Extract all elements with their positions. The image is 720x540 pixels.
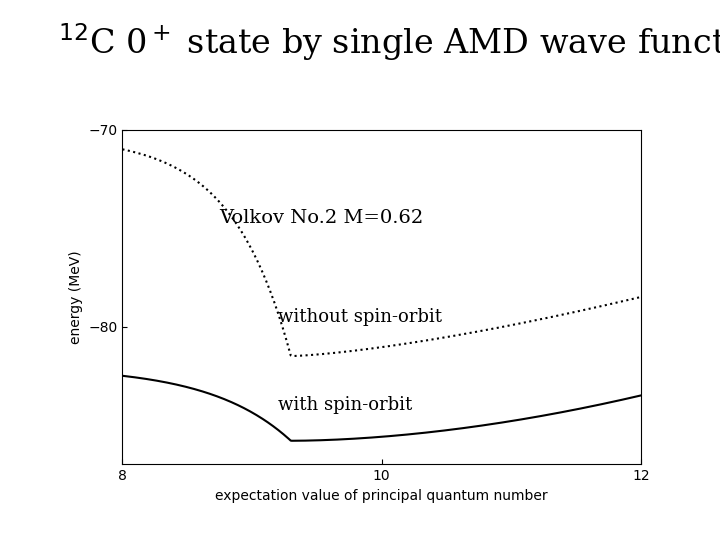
Text: without spin-orbit: without spin-orbit [278,308,442,326]
Y-axis label: energy (MeV): energy (MeV) [68,250,83,344]
Text: Volkov No.2 M=0.62: Volkov No.2 M=0.62 [220,209,424,227]
Text: $^{12}$C 0$^+$ state by single AMD wave function: $^{12}$C 0$^+$ state by single AMD wave … [58,22,720,63]
X-axis label: expectation value of principal quantum number: expectation value of principal quantum n… [215,489,548,503]
Text: with spin-orbit: with spin-orbit [278,396,412,414]
